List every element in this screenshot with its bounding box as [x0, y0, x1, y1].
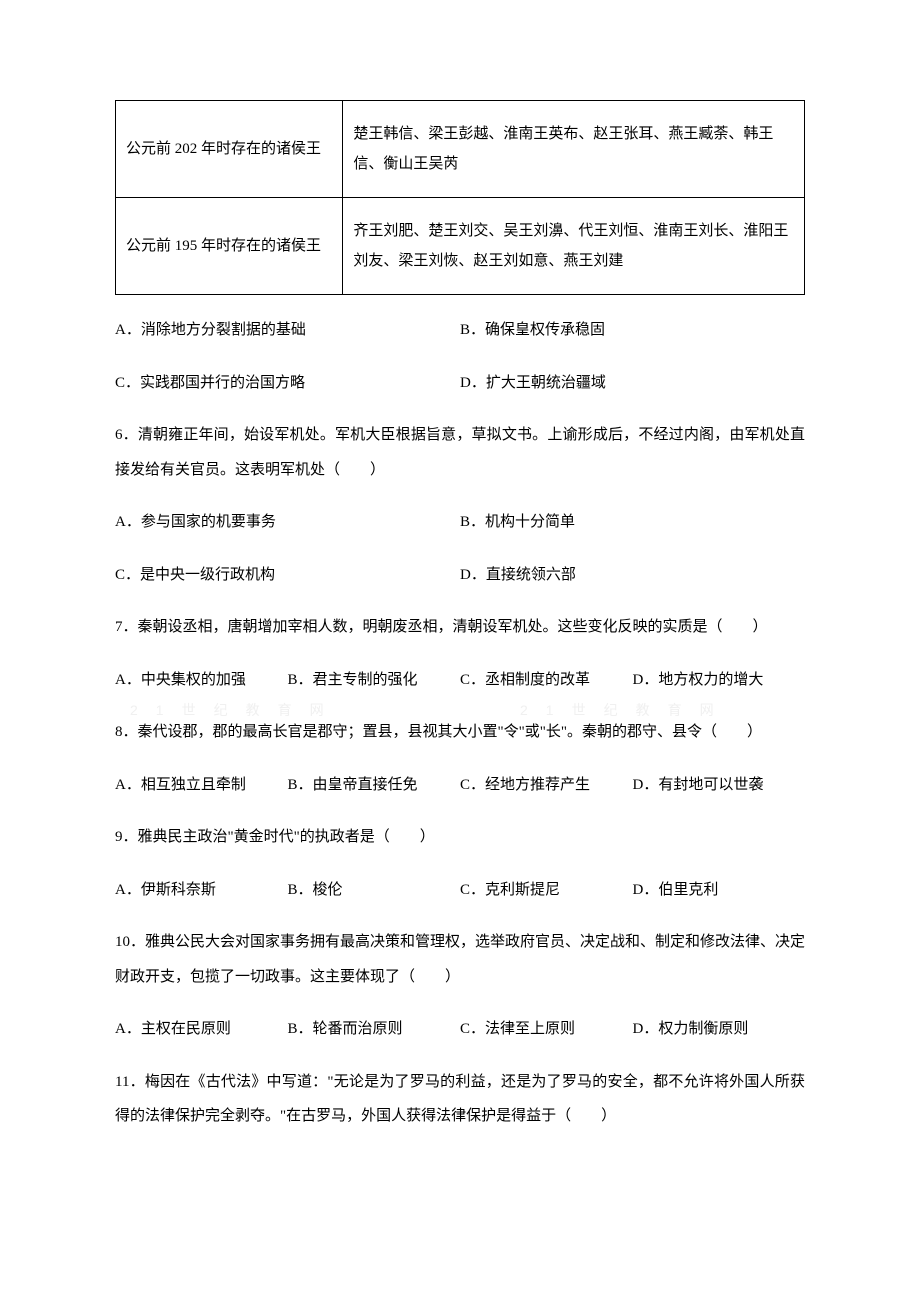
- table-cell-princes-202bc: 楚王韩信、梁王彭越、淮南王英布、赵王张耳、燕王臧荼、韩王信、衡山王吴芮: [343, 101, 805, 198]
- q9-option-b: B．梭伦: [288, 873, 461, 908]
- q6-stem: 6．清朝雍正年间，始设军机处。军机大臣根据旨意，草拟文书。上谕形成后，不经过内阁…: [115, 418, 805, 487]
- q10-stem: 10．雅典公民大会对国家事务拥有最高决策和管理权，选举政府官员、决定战和、制定和…: [115, 925, 805, 994]
- princes-table: 公元前 202 年时存在的诸侯王 楚王韩信、梁王彭越、淮南王英布、赵王张耳、燕王…: [115, 100, 805, 295]
- q5-option-b: B．确保皇权传承稳固: [460, 313, 805, 348]
- q9-option-d: D．伯里克利: [633, 873, 806, 908]
- q9-option-a: A．伊斯科奈斯: [115, 873, 288, 908]
- q6-option-d: D．直接统领六部: [460, 558, 805, 593]
- q6-option-b: B．机构十分简单: [460, 505, 805, 540]
- q8-stem: 8．秦代设郡，郡的最高长官是郡守；置县，县视其大小置"令"或"长"。秦朝的郡守、…: [115, 715, 805, 750]
- q8-option-c: C．经地方推荐产生: [460, 768, 633, 803]
- q7-option-a: A．中央集权的加强: [115, 663, 288, 698]
- q10-options-row: A．主权在民原则 B．轮番而治原则 C．法律至上原则 D．权力制衡原则: [115, 1012, 805, 1047]
- q9-options-row: A．伊斯科奈斯 B．梭伦 C．克利斯提尼 D．伯里克利: [115, 873, 805, 908]
- table-cell-period-195bc: 公元前 195 年时存在的诸侯王: [116, 198, 343, 295]
- q5-option-d: D．扩大王朝统治疆域: [460, 366, 805, 401]
- q10-option-d: D．权力制衡原则: [633, 1012, 806, 1047]
- document-page: 公元前 202 年时存在的诸侯王 楚王韩信、梁王彭越、淮南王英布、赵王张耳、燕王…: [0, 0, 920, 1212]
- q6-options-row-2: C．是中央一级行政机构 D．直接统领六部: [115, 558, 805, 593]
- q11-stem: 11．梅因在《古代法》中写道："无论是为了罗马的利益，还是为了罗马的安全，都不允…: [115, 1065, 805, 1134]
- q6-options-row-1: A．参与国家的机要事务 B．机构十分简单: [115, 505, 805, 540]
- q8-option-a: A．相互独立且牵制: [115, 768, 288, 803]
- q6-option-c: C．是中央一级行政机构: [115, 558, 460, 593]
- q8-options-row: A．相互独立且牵制 B．由皇帝直接任免 C．经地方推荐产生 D．有封地可以世袭: [115, 768, 805, 803]
- q6-option-a: A．参与国家的机要事务: [115, 505, 460, 540]
- q5-options-row-2: C．实践郡国并行的治国方略 D．扩大王朝统治疆域: [115, 366, 805, 401]
- q5-option-a: A．消除地方分裂割据的基础: [115, 313, 460, 348]
- q5-options-row-1: A．消除地方分裂割据的基础 B．确保皇权传承稳固: [115, 313, 805, 348]
- q7-option-b: B．君主专制的强化: [288, 663, 461, 698]
- q7-option-d: D．地方权力的增大: [633, 663, 806, 698]
- table-row: 公元前 195 年时存在的诸侯王 齐王刘肥、楚王刘交、吴王刘濞、代王刘恒、淮南王…: [116, 198, 805, 295]
- table-cell-princes-195bc: 齐王刘肥、楚王刘交、吴王刘濞、代王刘恒、淮南王刘长、淮阳王刘友、梁王刘恢、赵王刘…: [343, 198, 805, 295]
- q10-option-b: B．轮番而治原则: [288, 1012, 461, 1047]
- q8-option-d: D．有封地可以世袭: [633, 768, 806, 803]
- q7-stem: 7．秦朝设丞相，唐朝增加宰相人数，明朝废丞相，清朝设军机处。这些变化反映的实质是…: [115, 610, 805, 645]
- q7-option-c: C．丞相制度的改革: [460, 663, 633, 698]
- q5-option-c: C．实践郡国并行的治国方略: [115, 366, 460, 401]
- q10-option-a: A．主权在民原则: [115, 1012, 288, 1047]
- q8-option-b: B．由皇帝直接任免: [288, 768, 461, 803]
- table-cell-period-202bc: 公元前 202 年时存在的诸侯王: [116, 101, 343, 198]
- q9-stem: 9．雅典民主政治"黄金时代"的执政者是（ ）: [115, 820, 805, 855]
- table-row: 公元前 202 年时存在的诸侯王 楚王韩信、梁王彭越、淮南王英布、赵王张耳、燕王…: [116, 101, 805, 198]
- q7-options-row: A．中央集权的加强 B．君主专制的强化 C．丞相制度的改革 D．地方权力的增大: [115, 663, 805, 698]
- q9-option-c: C．克利斯提尼: [460, 873, 633, 908]
- q10-option-c: C．法律至上原则: [460, 1012, 633, 1047]
